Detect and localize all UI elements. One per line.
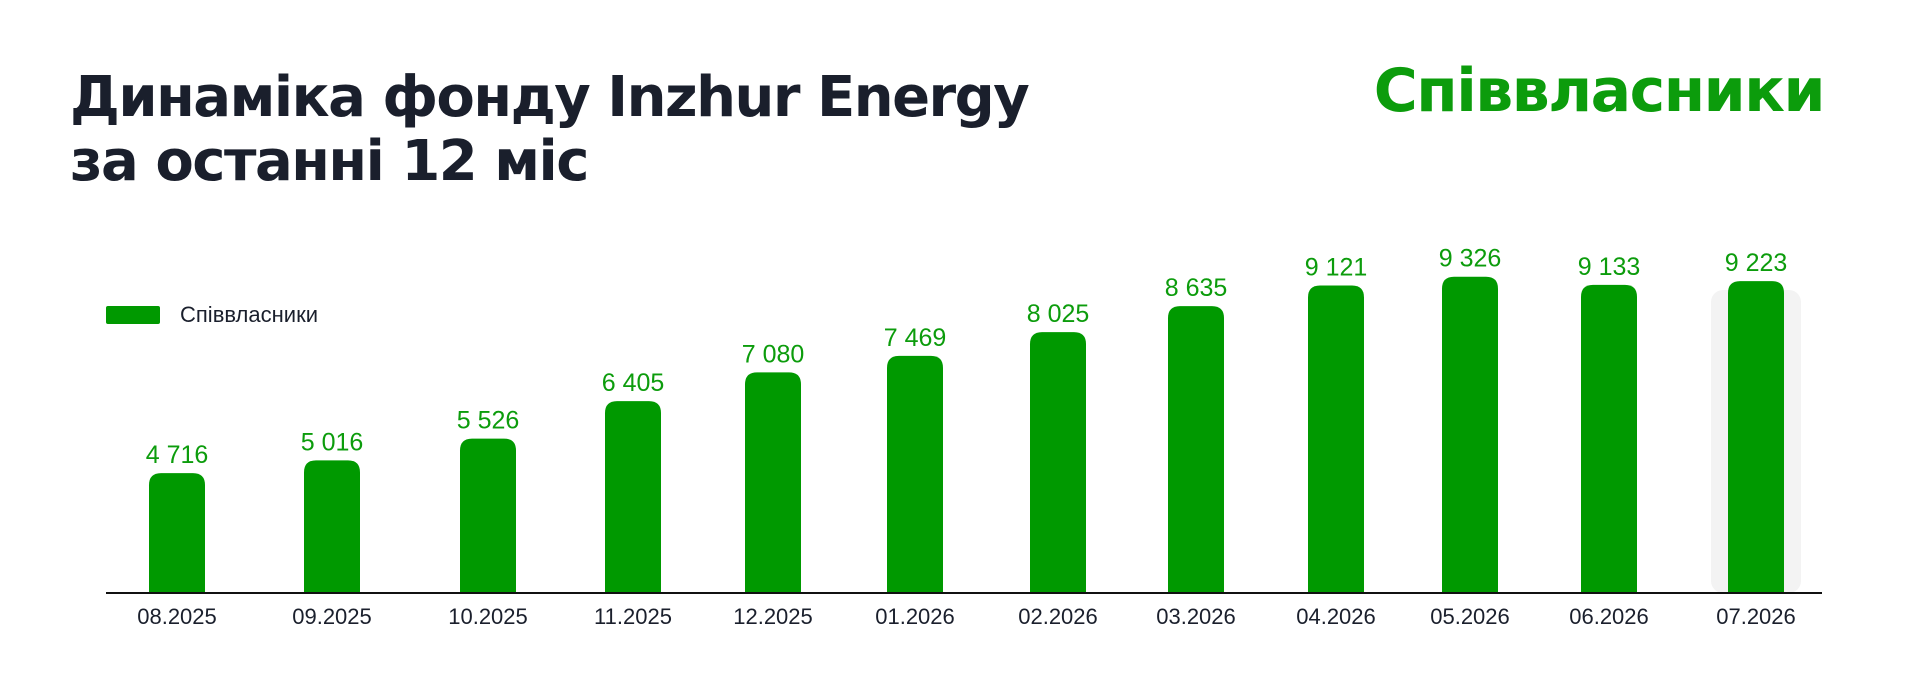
bar-07.2026	[1728, 281, 1784, 593]
brand-heading: Співвласники	[1373, 56, 1826, 126]
value-label-10.2025: 5 526	[457, 407, 520, 435]
value-label-01.2026: 7 469	[884, 324, 947, 352]
bar-08.2025	[149, 473, 205, 593]
x-tick-10.2025: 10.2025	[448, 604, 528, 629]
value-label-02.2026: 8 025	[1027, 300, 1090, 328]
bar-11.2025	[605, 401, 661, 593]
bar-03.2026	[1168, 306, 1224, 593]
bar-04.2026	[1308, 285, 1364, 593]
value-label-11.2025: 6 405	[602, 369, 665, 397]
x-tick-08.2025: 08.2025	[137, 604, 217, 629]
value-label-09.2025: 5 016	[301, 428, 364, 456]
x-tick-06.2026: 06.2026	[1569, 604, 1649, 629]
value-label-04.2026: 9 121	[1305, 253, 1368, 281]
legend-swatch	[106, 306, 160, 324]
bar-10.2025	[460, 438, 516, 593]
x-tick-09.2025: 09.2025	[292, 604, 372, 629]
bar-06.2026	[1581, 284, 1637, 593]
x-tick-12.2025: 12.2025	[733, 604, 813, 629]
value-label-05.2026: 9 326	[1439, 245, 1502, 273]
x-tick-04.2026: 04.2026	[1296, 604, 1376, 629]
x-tick-02.2026: 02.2026	[1018, 604, 1098, 629]
value-label-06.2026: 9 133	[1578, 253, 1641, 281]
legend-label: Співвласники	[180, 302, 318, 327]
x-tick-07.2026: 07.2026	[1716, 604, 1796, 629]
x-tick-05.2026: 05.2026	[1430, 604, 1510, 629]
bar-02.2026	[1030, 332, 1086, 593]
x-tick-11.2025: 11.2025	[594, 604, 672, 629]
x-tick-03.2026: 03.2026	[1156, 604, 1236, 629]
chart-title: Динаміка фонду Inzhur Energy за останні …	[70, 65, 1030, 194]
bar-01.2026	[887, 355, 943, 593]
value-label-12.2025: 7 080	[742, 340, 805, 368]
bar-09.2025	[304, 460, 360, 593]
value-label-07.2026: 9 223	[1725, 249, 1788, 277]
chart-title-line1: Динаміка фонду Inzhur Energy	[70, 65, 1030, 130]
value-label-03.2026: 8 635	[1165, 274, 1228, 302]
value-label-08.2025: 4 716	[146, 441, 209, 469]
chart-title-line2: за останні 12 міс	[70, 129, 589, 194]
bar-05.2026	[1442, 276, 1498, 593]
bar-12.2025	[745, 372, 801, 593]
x-tick-01.2026: 01.2026	[875, 604, 955, 629]
